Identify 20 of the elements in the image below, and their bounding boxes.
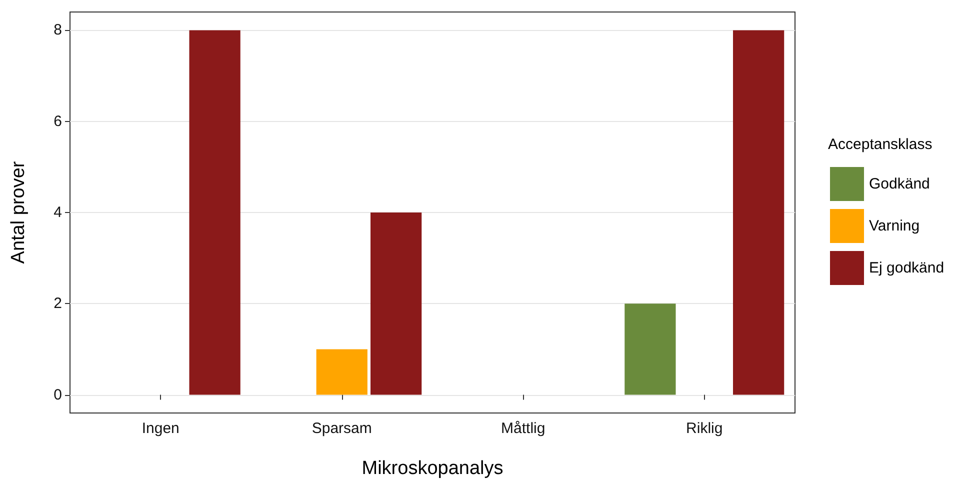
x-tick-label: Måttlig xyxy=(501,420,546,437)
bar xyxy=(733,30,784,395)
bar xyxy=(316,349,368,395)
y-tick-label: 6 xyxy=(54,112,62,130)
y-axis-title: Antal prover xyxy=(8,160,29,264)
legend-label: Ej godkänd xyxy=(869,260,944,276)
x-tick-label: Ingen xyxy=(142,420,180,437)
bar xyxy=(189,30,240,395)
y-tick-label: 4 xyxy=(54,204,62,221)
bar xyxy=(624,304,676,395)
legend-label: Varning xyxy=(869,218,920,234)
x-tick-label: Riklig xyxy=(686,420,723,437)
x-axis-title: Mikroskopanalys xyxy=(362,458,504,479)
x-tick-label: Sparsam xyxy=(312,420,372,437)
y-tick-label: 8 xyxy=(54,22,62,39)
bar xyxy=(370,212,422,395)
y-tick-label: 0 xyxy=(54,386,62,404)
legend-label: Godkänd xyxy=(869,176,930,192)
y-tick-label: 2 xyxy=(54,295,62,312)
legend-title: Acceptansklass xyxy=(828,136,932,153)
